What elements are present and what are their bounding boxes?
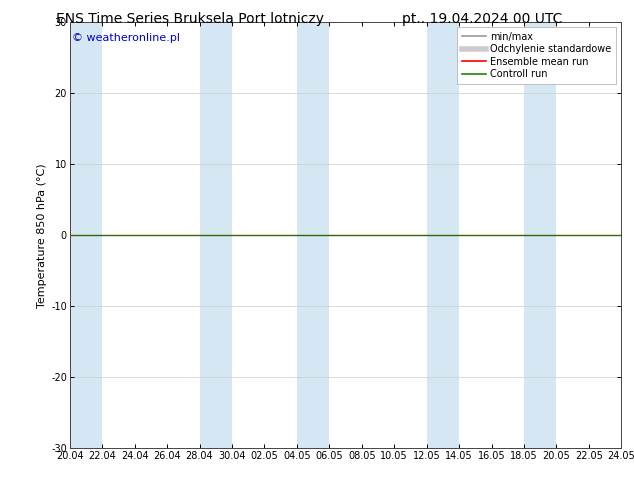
Bar: [524, 22, 557, 448]
Text: © weatheronline.pl: © weatheronline.pl: [72, 33, 181, 43]
Y-axis label: Temperature 850 hPa (°C): Temperature 850 hPa (°C): [37, 163, 47, 308]
Text: ENS Time Series Bruksela Port lotniczy: ENS Time Series Bruksela Port lotniczy: [56, 12, 324, 26]
Text: pt.. 19.04.2024 00 UTC: pt.. 19.04.2024 00 UTC: [402, 12, 562, 26]
Bar: [427, 22, 459, 448]
Bar: [200, 22, 232, 448]
Legend: min/max, Odchylenie standardowe, Ensemble mean run, Controll run: min/max, Odchylenie standardowe, Ensembl…: [457, 27, 616, 84]
Bar: [297, 22, 329, 448]
Bar: [70, 22, 102, 448]
